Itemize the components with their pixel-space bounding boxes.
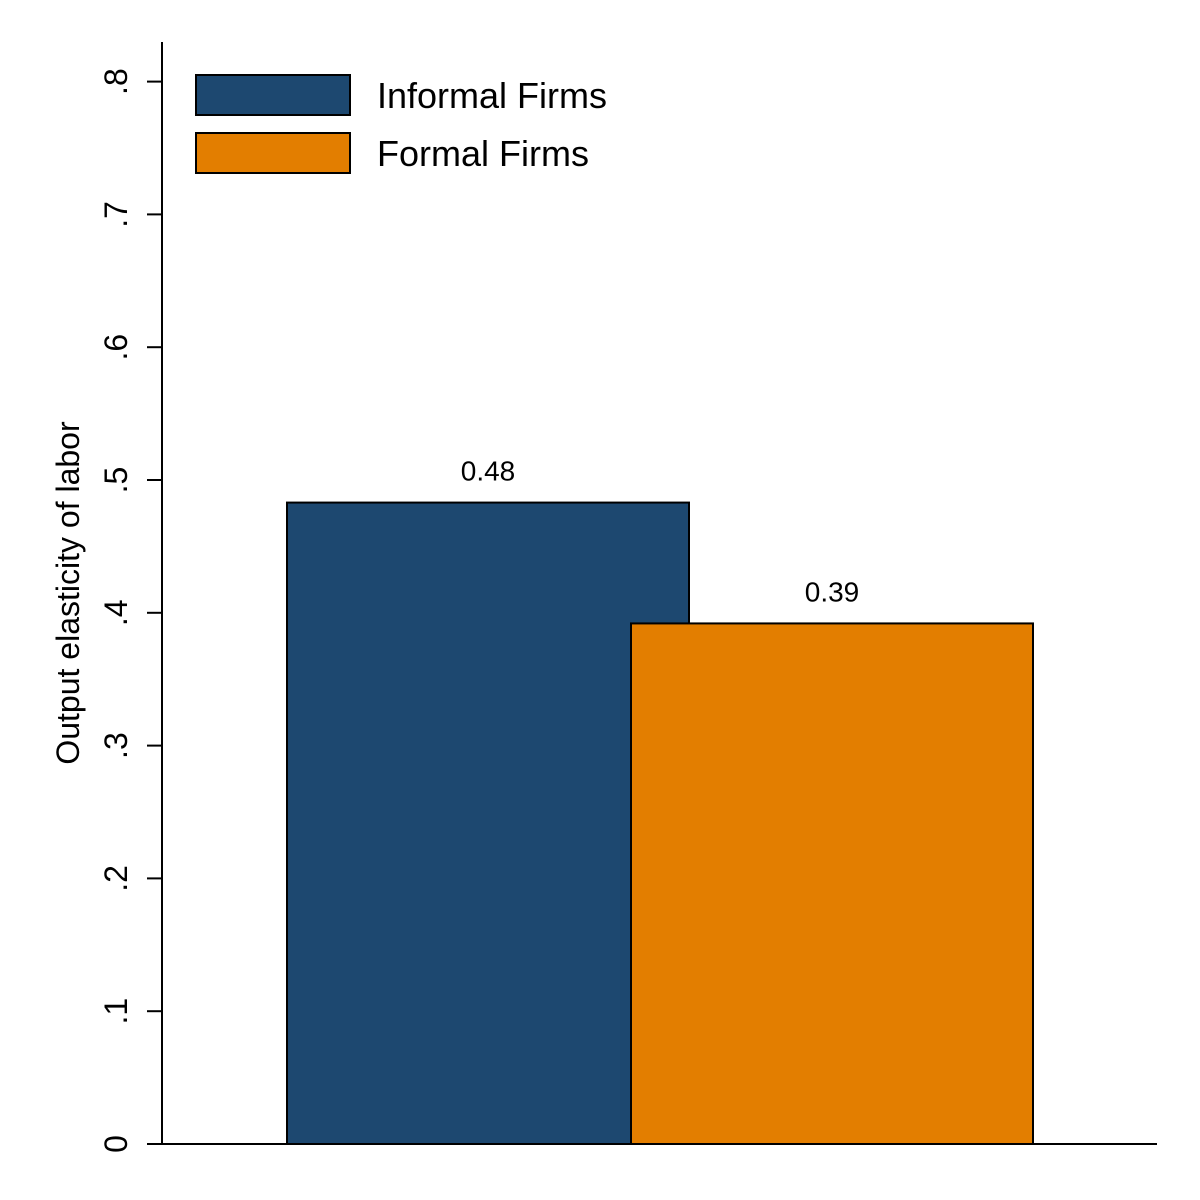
- legend-swatch: [195, 74, 351, 116]
- legend: Informal Firms Formal Firms: [195, 74, 607, 174]
- legend-label: Informal Firms: [377, 75, 607, 116]
- y-tick-label: .7: [98, 201, 134, 228]
- y-tick-label: .2: [98, 865, 134, 892]
- bar-data-label: 0.48: [461, 456, 516, 487]
- legend-label: Formal Firms: [377, 133, 589, 174]
- bar: [630, 622, 1034, 1145]
- y-tick-label: .6: [98, 334, 134, 361]
- y-tick-label: .4: [98, 599, 134, 626]
- y-ticks-group: 0 .1 .2 .3 .4 .5 .6 .7 .8: [98, 68, 162, 1153]
- y-tick-label: .3: [98, 732, 134, 759]
- bar: [286, 501, 690, 1145]
- y-tick-label: .1: [98, 998, 134, 1025]
- y-axis-title: Output elasticity of labor: [50, 421, 86, 765]
- y-tick-label: 0: [98, 1135, 134, 1153]
- legend-swatch: [195, 132, 351, 174]
- bars-group: 0.48 0.39: [286, 456, 1034, 1145]
- y-tick-label: .8: [98, 68, 134, 95]
- y-tick-label: .5: [98, 467, 134, 494]
- bar-data-label: 0.39: [805, 576, 860, 607]
